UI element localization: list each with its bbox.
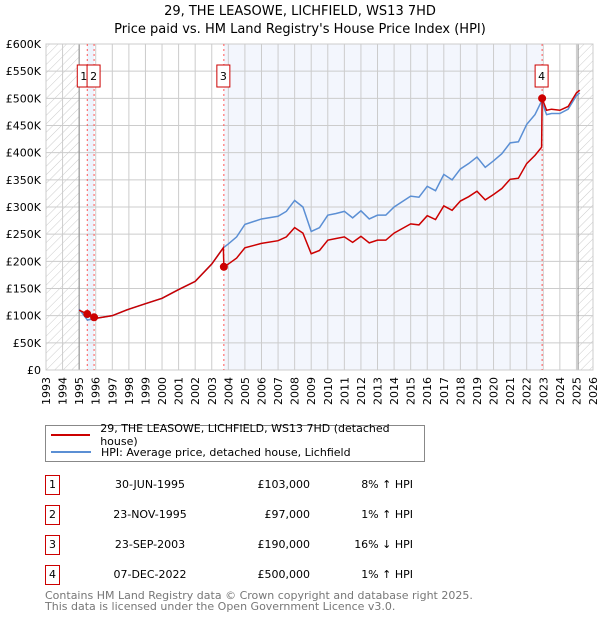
sale-label: 3 [220,70,227,83]
sale-date: 07-DEC-2022 [113,568,187,581]
sale-label: 2 [90,70,97,83]
x-tick-label: 2010 [322,377,335,405]
sale-number-badge: 1 [45,475,60,495]
sale-price: £190,000 [257,538,311,551]
plot-border [45,43,594,371]
x-tick-label: 1993 [40,377,53,405]
x-tick-label: 1996 [90,377,103,405]
x-tick-label: 2022 [521,377,534,405]
y-tick-label: £450K [6,120,42,133]
x-tick-label: 2014 [388,377,401,405]
sale-row: 4 07-DEC-2022 £500,000 1% ↑ HPI [45,565,465,585]
y-tick-label: £550K [6,65,42,78]
x-tick-label: 2024 [554,377,567,405]
y-tick-label: £0 [27,364,41,377]
sale-point [219,262,228,271]
y-tick-label: £300K [6,201,42,214]
y-tick-label: £500K [6,92,42,105]
sale-row: 2 23-NOV-1995 £97,000 1% ↑ HPI [45,505,465,525]
sale-date: 30-JUN-1995 [114,478,186,491]
x-tick-label: 2003 [206,377,219,405]
y-tick-label: £350K [6,174,42,187]
sale-price: £97,000 [264,508,311,521]
x-tick-label: 2013 [372,377,385,405]
plot-area: 1993 1994 1995 1996 1997 1998 1999 2000 2001 2002… [6,38,600,405]
x-tick-label: 2016 [421,377,434,405]
y-tick-label: £50K [13,337,42,350]
x-tick-label: 2000 [156,377,169,405]
x-tick-label: 2018 [454,377,467,405]
sale-label-box [534,64,549,88]
x-tick-label: 1999 [139,377,152,405]
x-tick-label: 2002 [189,377,202,405]
x-tick-label: 1994 [57,377,70,405]
x-tick-label: 2026 [587,377,600,405]
sale-label-box [86,64,101,88]
x-tick-label: 2012 [355,377,368,405]
footer-line: This data is licensed under the Open Gov… [45,600,396,613]
sale-row: 3 23-SEP-2003 £190,000 16% ↓ HPI [45,535,465,555]
x-tick-label: 2023 [537,377,550,405]
sale-point [90,313,99,322]
x-tick-label: 1995 [73,377,86,405]
x-tick-label: 2008 [289,377,302,405]
sale-price: £500,000 [257,568,311,581]
x-tick-label: 2009 [305,377,318,405]
sale-label: 1 [80,70,87,83]
legend-label-property: 29, THE LEASOWE, LICHFIELD, WS13 7HD (de… [100,422,390,448]
footer: Contains HM Land Registry data © Crown c… [45,590,473,612]
legend-label-hpi: HPI: Average price, detached house, Lich… [101,445,351,459]
footer-line: Contains HM Land Registry data © Crown c… [45,589,473,602]
sale-row: 1 30-JUN-1995 £103,000 8% ↑ HPI [45,475,465,495]
sale-label-box [216,64,231,88]
x-tick-label: 2004 [222,377,235,405]
x-tick-label: 2001 [173,377,186,405]
sale-date: 23-SEP-2003 [114,538,186,551]
legend-swatch-hpi [51,451,91,453]
x-tick-label: 2011 [338,377,351,405]
sale-hpi-diff: 16% ↓ HPI [354,538,413,551]
y-tick-label: £200K [6,255,42,268]
sale-hpi-diff: 1% ↑ HPI [361,508,413,521]
sale-hpi-diff: 8% ↑ HPI [361,478,413,491]
sale-date: 23-NOV-1995 [113,508,187,521]
sale-number-badge: 3 [45,535,60,555]
chart-title: 29, THE LEASOWE, LICHFIELD, WS13 7HD [164,4,436,19]
x-tick-label: 2005 [239,377,252,405]
sale-number-badge: 4 [45,565,60,585]
x-tick-label: 2015 [405,377,418,405]
y-tick-label: £600K [6,38,42,51]
x-tick-label: 1997 [106,377,119,405]
x-tick-label: 2006 [255,377,268,405]
chart-subtitle: Price paid vs. HM Land Registry's House … [114,22,486,37]
x-tick-label: 2017 [438,377,451,405]
sale-price: £103,000 [257,478,311,491]
property-series-line [78,89,581,320]
sale-label: 4 [538,70,545,83]
x-tick-label: 1998 [123,377,136,405]
x-tick-label: 2007 [272,377,285,405]
sale-number-badge: 2 [45,505,60,525]
sale-point [83,310,92,319]
sale-hpi-diff: 1% ↑ HPI [361,568,413,581]
x-tick-label: 2021 [504,377,517,405]
sale-point [538,94,547,103]
y-tick-label: £250K [6,228,42,241]
y-tick-label: £150K [6,283,42,296]
y-tick-label: £100K [6,310,42,323]
y-tick-label: £400K [6,147,42,160]
x-tick-label: 2019 [471,377,484,405]
legend-swatch-property [51,434,91,436]
x-tick-label: 2025 [570,377,583,405]
legend: 29, THE LEASOWE, LICHFIELD, WS13 7HD (de… [45,422,425,462]
x-tick-label: 2020 [488,377,501,405]
